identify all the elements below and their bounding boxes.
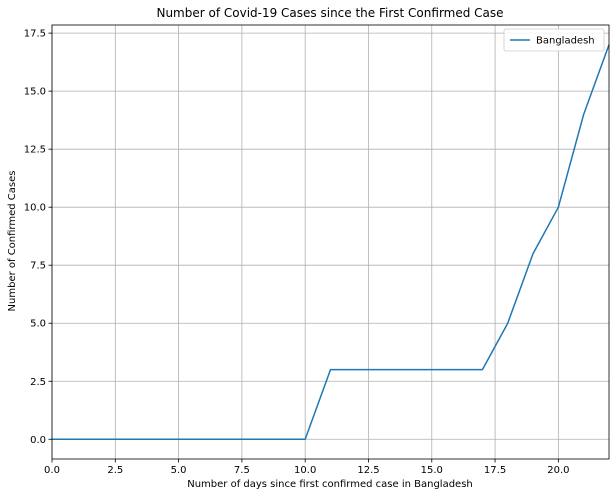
- chart-title: Number of Covid-19 Cases since the First…: [156, 6, 503, 20]
- x-tick-label: 20.0: [547, 465, 569, 476]
- x-tick-label: 12.5: [357, 465, 379, 476]
- y-tick-label: 2.5: [30, 377, 46, 388]
- y-tick-label: 12.5: [24, 145, 46, 156]
- axes-frame: [51, 24, 610, 460]
- series-line-bangladesh: [52, 44, 610, 441]
- y-tick-label: 0.0: [30, 435, 46, 446]
- x-tick-label: 7.5: [234, 465, 250, 476]
- x-tick-label: 5.0: [171, 465, 187, 476]
- plot-area: 0.0 2.5 5.0 7.5 10.0 12.5 15.0 17.5 20.0 0.0 2.5 5.…: [24, 24, 610, 476]
- x-tick-label: 15.0: [421, 465, 443, 476]
- y-tick-label: 17.5: [24, 29, 46, 40]
- y-tick-label: 7.5: [30, 261, 46, 272]
- y-tick-label: 5.0: [30, 319, 46, 330]
- y-axis-label: Number of Confirmed Cases: [7, 171, 18, 312]
- x-tick-label: 10.0: [294, 465, 316, 476]
- legend-label: Bangladesh: [536, 36, 595, 47]
- x-tick-label: 17.5: [484, 465, 506, 476]
- x-axis-label: Number of days since first confirmed cas…: [187, 479, 473, 490]
- x-tick-label: 0.0: [44, 465, 60, 476]
- y-tick-label: 10.0: [24, 203, 46, 214]
- x-tick-label: 2.5: [107, 465, 123, 476]
- legend-box: [503, 28, 605, 52]
- y-tick-label: 15.0: [24, 87, 46, 98]
